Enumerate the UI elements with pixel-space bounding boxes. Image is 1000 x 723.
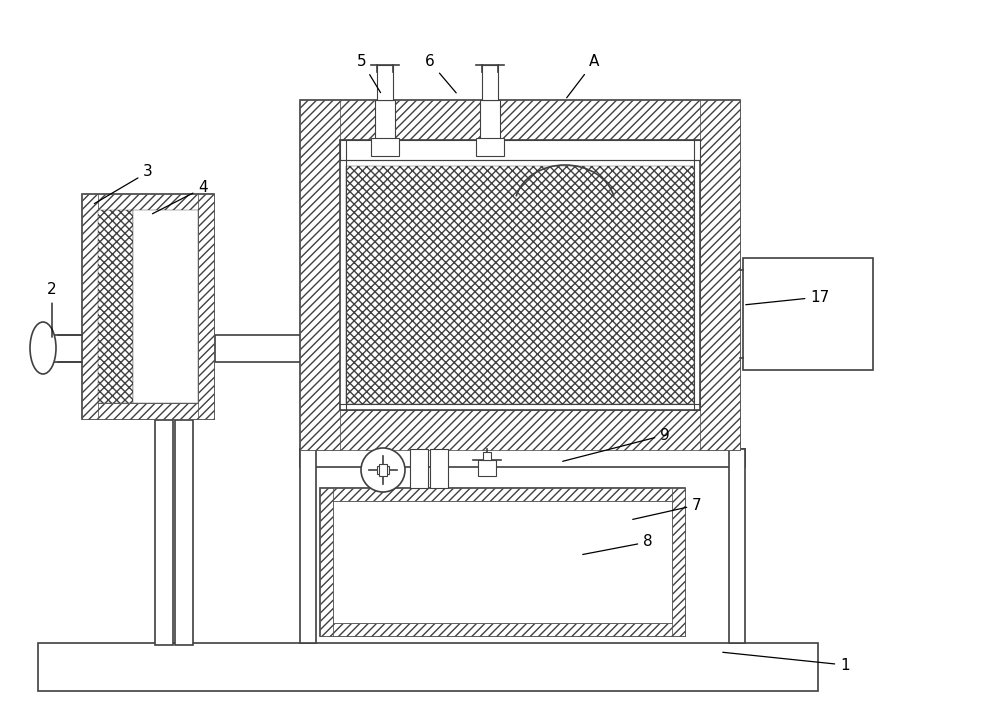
Text: A: A xyxy=(567,54,599,98)
Text: 2: 2 xyxy=(47,283,57,337)
Circle shape xyxy=(361,448,405,492)
Bar xyxy=(478,460,496,476)
Bar xyxy=(98,210,198,403)
Bar xyxy=(379,464,387,476)
Bar xyxy=(300,410,740,450)
Bar xyxy=(371,138,399,156)
Bar xyxy=(729,449,745,643)
Bar xyxy=(300,449,316,643)
Bar xyxy=(483,452,491,460)
Bar xyxy=(743,258,873,370)
Bar xyxy=(482,65,498,100)
Bar xyxy=(346,166,694,404)
Bar xyxy=(375,100,395,140)
Bar xyxy=(38,335,82,362)
Text: 6: 6 xyxy=(425,54,456,93)
Text: 3: 3 xyxy=(94,165,153,204)
Bar xyxy=(410,449,428,488)
Text: 9: 9 xyxy=(563,427,670,461)
Bar xyxy=(320,488,333,636)
Bar xyxy=(82,194,214,419)
Bar xyxy=(300,100,740,140)
Bar xyxy=(38,643,818,691)
Bar xyxy=(300,449,745,467)
Bar xyxy=(320,488,685,636)
Text: 8: 8 xyxy=(583,534,653,555)
Bar xyxy=(377,65,393,100)
Bar xyxy=(430,449,448,488)
Bar xyxy=(82,194,214,210)
Bar xyxy=(333,501,672,623)
Bar xyxy=(98,210,133,403)
Bar xyxy=(377,466,389,474)
Bar xyxy=(198,194,214,419)
Text: 5: 5 xyxy=(357,54,381,93)
Bar xyxy=(480,100,500,140)
Text: 17: 17 xyxy=(746,289,830,304)
Text: 4: 4 xyxy=(152,181,208,214)
Bar xyxy=(133,210,198,403)
Bar xyxy=(300,100,740,450)
Bar xyxy=(82,194,98,419)
Bar xyxy=(672,488,685,636)
Bar xyxy=(215,335,305,362)
Bar xyxy=(320,488,685,501)
Bar xyxy=(155,420,173,645)
Bar xyxy=(320,623,685,636)
Bar xyxy=(340,140,700,160)
Ellipse shape xyxy=(30,322,56,374)
Bar xyxy=(82,403,214,419)
Bar xyxy=(340,140,700,410)
Text: 7: 7 xyxy=(633,497,702,519)
Bar xyxy=(300,100,340,450)
Bar xyxy=(175,420,193,645)
Text: 1: 1 xyxy=(723,652,850,672)
Bar xyxy=(476,138,504,156)
Bar xyxy=(700,100,740,450)
